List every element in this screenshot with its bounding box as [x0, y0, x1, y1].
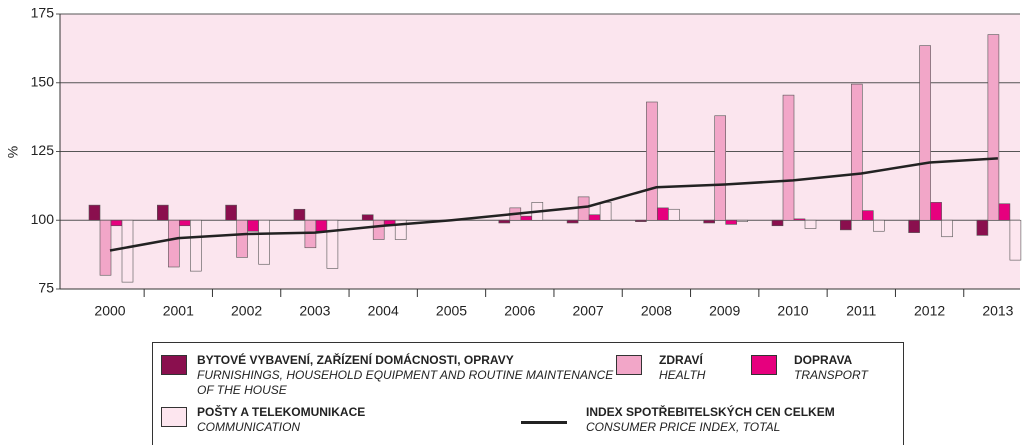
x-tick-label: 2010: [777, 303, 808, 319]
x-tick-label: 2013: [982, 303, 1013, 319]
bar: [258, 219, 270, 265]
bar: [315, 219, 328, 232]
bar: [110, 219, 123, 227]
chart: % 75 100 125 150 175 2000 2001 2002 2003 2004 2005…: [5, 5, 1022, 319]
bar: [782, 94, 795, 221]
legend-swatch: [161, 407, 187, 427]
x-tick-label: 2008: [641, 303, 672, 319]
legend-name: DOPRAVA: [794, 353, 853, 367]
bar: [908, 219, 920, 233]
bar: [976, 219, 989, 236]
legend-name: BYTOVÉ VYBAVENÍ, ZAŘÍZENÍ DOMÁCNOSTI, OP…: [197, 353, 514, 367]
bar: [793, 218, 806, 221]
x-tick-label: 2000: [94, 303, 125, 319]
y-axis-label: %: [5, 146, 21, 158]
bar: [293, 208, 306, 221]
bar: [703, 219, 716, 224]
bar: [839, 219, 852, 231]
bar: [599, 202, 612, 221]
bar: [225, 204, 237, 221]
bar: [88, 204, 101, 221]
bar: [668, 208, 680, 221]
legend-swatch: [616, 355, 642, 375]
bar: [372, 219, 385, 240]
bar: [714, 115, 727, 221]
y-tick-label: 100: [31, 211, 55, 227]
bar: [872, 219, 885, 232]
x-tick-label: 2001: [163, 303, 194, 319]
x-tick-label: 2006: [504, 303, 535, 319]
x-tick-label: 2004: [368, 303, 399, 319]
bar: [157, 204, 169, 221]
x-tick-label: 2003: [299, 303, 330, 319]
legend-item: DOPRAVA TRANSPORT: [794, 353, 904, 383]
legend-item: BYTOVÉ VYBAVENÍ, ZAŘÍZENÍ DOMÁCNOSTI, OP…: [197, 353, 617, 398]
bar: [998, 203, 1011, 221]
bar: [725, 219, 738, 225]
bar: [919, 45, 931, 221]
bar: [850, 83, 863, 221]
legend-line: [521, 421, 567, 424]
legend-item: ZDRAVÍ HEALTH: [659, 353, 779, 383]
legend-name-en: HEALTH: [659, 368, 706, 382]
bar: [930, 202, 942, 221]
legend-name-en: FURNISHINGS, HOUSEHOLD EQUIPMENT AND ROU…: [197, 368, 614, 397]
bar: [861, 210, 874, 221]
bar: [168, 219, 180, 268]
bar: [657, 207, 669, 221]
legend-name-en: COMMUNICATION: [197, 420, 301, 434]
bar: [247, 219, 259, 232]
legend: BYTOVÉ VYBAVENÍ, ZAŘÍZENÍ DOMÁCNOSTI, OP…: [152, 342, 904, 445]
bar: [771, 219, 784, 227]
bar: [236, 219, 248, 258]
bar: [804, 219, 817, 229]
legend-item: POŠTY A TELEKOMUNIKACE COMMUNICATION: [197, 405, 497, 435]
line: [109, 157, 998, 252]
bar: [941, 219, 953, 238]
y-tick-label: 175: [31, 5, 55, 21]
bar: [99, 219, 112, 276]
bar: [179, 219, 191, 227]
bar: [326, 219, 339, 269]
bar: [635, 219, 647, 222]
legend-name: INDEX SPOTŘEBITELSKÝCH CEN CELKEM: [586, 405, 835, 419]
legend-swatch: [751, 355, 777, 375]
x-tick-label: 2012: [914, 303, 945, 319]
bar: [1009, 219, 1022, 261]
y-tick-label: 125: [31, 142, 55, 158]
bar: [394, 219, 407, 240]
bar: [520, 215, 533, 221]
x-tick-label: 2005: [436, 303, 467, 319]
bar: [190, 219, 202, 272]
y-tick-label: 150: [31, 73, 55, 89]
legend-item: INDEX SPOTŘEBITELSKÝCH CEN CELKEM CONSUME…: [586, 405, 906, 435]
bar: [361, 214, 374, 221]
x-tick-label: 2002: [231, 303, 262, 319]
x-tick-label: 2011: [846, 303, 876, 319]
legend-swatch: [161, 355, 187, 375]
bar: [588, 214, 601, 221]
bar: [121, 219, 134, 283]
bar: [566, 219, 579, 224]
x-tick-label: 2007: [573, 303, 604, 319]
bar: [498, 219, 511, 224]
legend-name-en: CONSUMER PRICE INDEX, TOTAL: [586, 420, 781, 434]
legend-name: POŠTY A TELEKOMUNIKACE: [197, 405, 366, 419]
y-tick-label: 75: [38, 280, 54, 296]
bar: [987, 34, 1000, 221]
bar: [736, 219, 749, 222]
legend-name: ZDRAVÍ: [659, 353, 703, 367]
bar: [646, 101, 658, 221]
x-tick-label: 2009: [709, 303, 740, 319]
legend-name-en: TRANSPORT: [794, 368, 868, 382]
